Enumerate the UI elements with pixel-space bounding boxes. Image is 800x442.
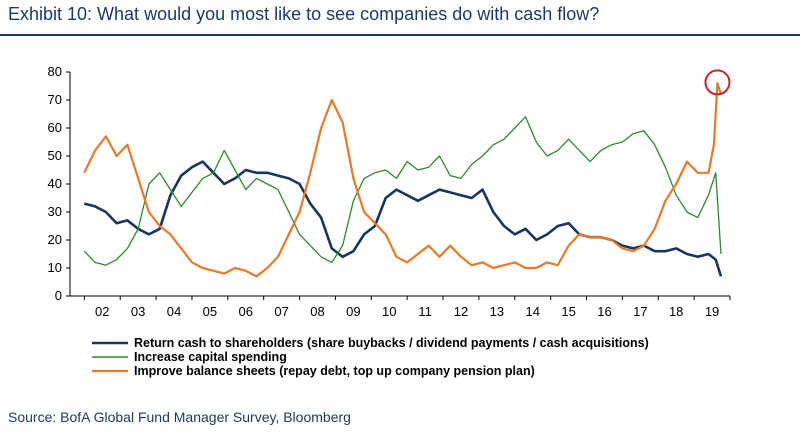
- series-line-1: [83, 116, 722, 266]
- x-tick-label: 08: [310, 304, 324, 319]
- x-tick-label: 04: [167, 304, 181, 319]
- y-tick-label: 80: [48, 64, 62, 79]
- legend-label-1: Increase capital spending: [134, 350, 287, 364]
- x-tick-label: 11: [418, 304, 432, 319]
- source-note: Source: BofA Global Fund Manager Survey,…: [8, 409, 351, 425]
- y-tick-label: 40: [48, 176, 62, 191]
- x-tick-label: 15: [561, 304, 575, 319]
- y-tick-label: 30: [48, 204, 62, 219]
- y-tick-label: 60: [48, 120, 62, 135]
- chart-series: [83, 82, 723, 278]
- x-tick-label: 10: [382, 304, 396, 319]
- legend-label-2: Improve balance sheets (repay debt, top …: [134, 364, 535, 378]
- title-divider: [0, 34, 800, 36]
- x-tick-label: 03: [131, 304, 145, 319]
- y-tick-label: 70: [48, 92, 62, 107]
- legend-label-0: Return cash to shareholders (share buyba…: [134, 336, 649, 350]
- series-line-2: [83, 82, 723, 278]
- x-tick-label: 09: [346, 304, 360, 319]
- x-tick-label: 19: [705, 304, 719, 319]
- series-line-0: [83, 160, 723, 277]
- x-tick-label: 12: [454, 304, 468, 319]
- chart-legend: Return cash to shareholders (share buyba…: [92, 336, 649, 378]
- x-tick-label: 18: [669, 304, 683, 319]
- x-tick-label: 02: [95, 304, 109, 319]
- x-tick-label: 14: [525, 304, 539, 319]
- page-title: Exhibit 10: What would you most like to …: [8, 4, 600, 24]
- x-tick-label: 07: [274, 304, 288, 319]
- y-tick-label: 10: [48, 260, 62, 275]
- y-tick-label: 0: [55, 288, 62, 303]
- highlight-circle: [704, 69, 731, 96]
- x-tick-label: 05: [203, 304, 217, 319]
- chart-annotation: [704, 69, 731, 96]
- x-tick-label: 06: [239, 304, 253, 319]
- y-tick-label: 50: [48, 148, 62, 163]
- line-chart: 0 10 20 30 40 50 60 70 80 02 03 04 05 06 07 08 09 10 11 12 1…: [48, 64, 731, 378]
- x-tick-label: 16: [597, 304, 611, 319]
- y-tick-label: 20: [48, 232, 62, 247]
- x-tick-label: 13: [490, 304, 504, 319]
- x-tick-label: 17: [633, 304, 647, 319]
- chart-axes: 0 10 20 30 40 50 60 70 80 02 03 04 05 06 07 08 09 10 11 12 1…: [48, 64, 731, 319]
